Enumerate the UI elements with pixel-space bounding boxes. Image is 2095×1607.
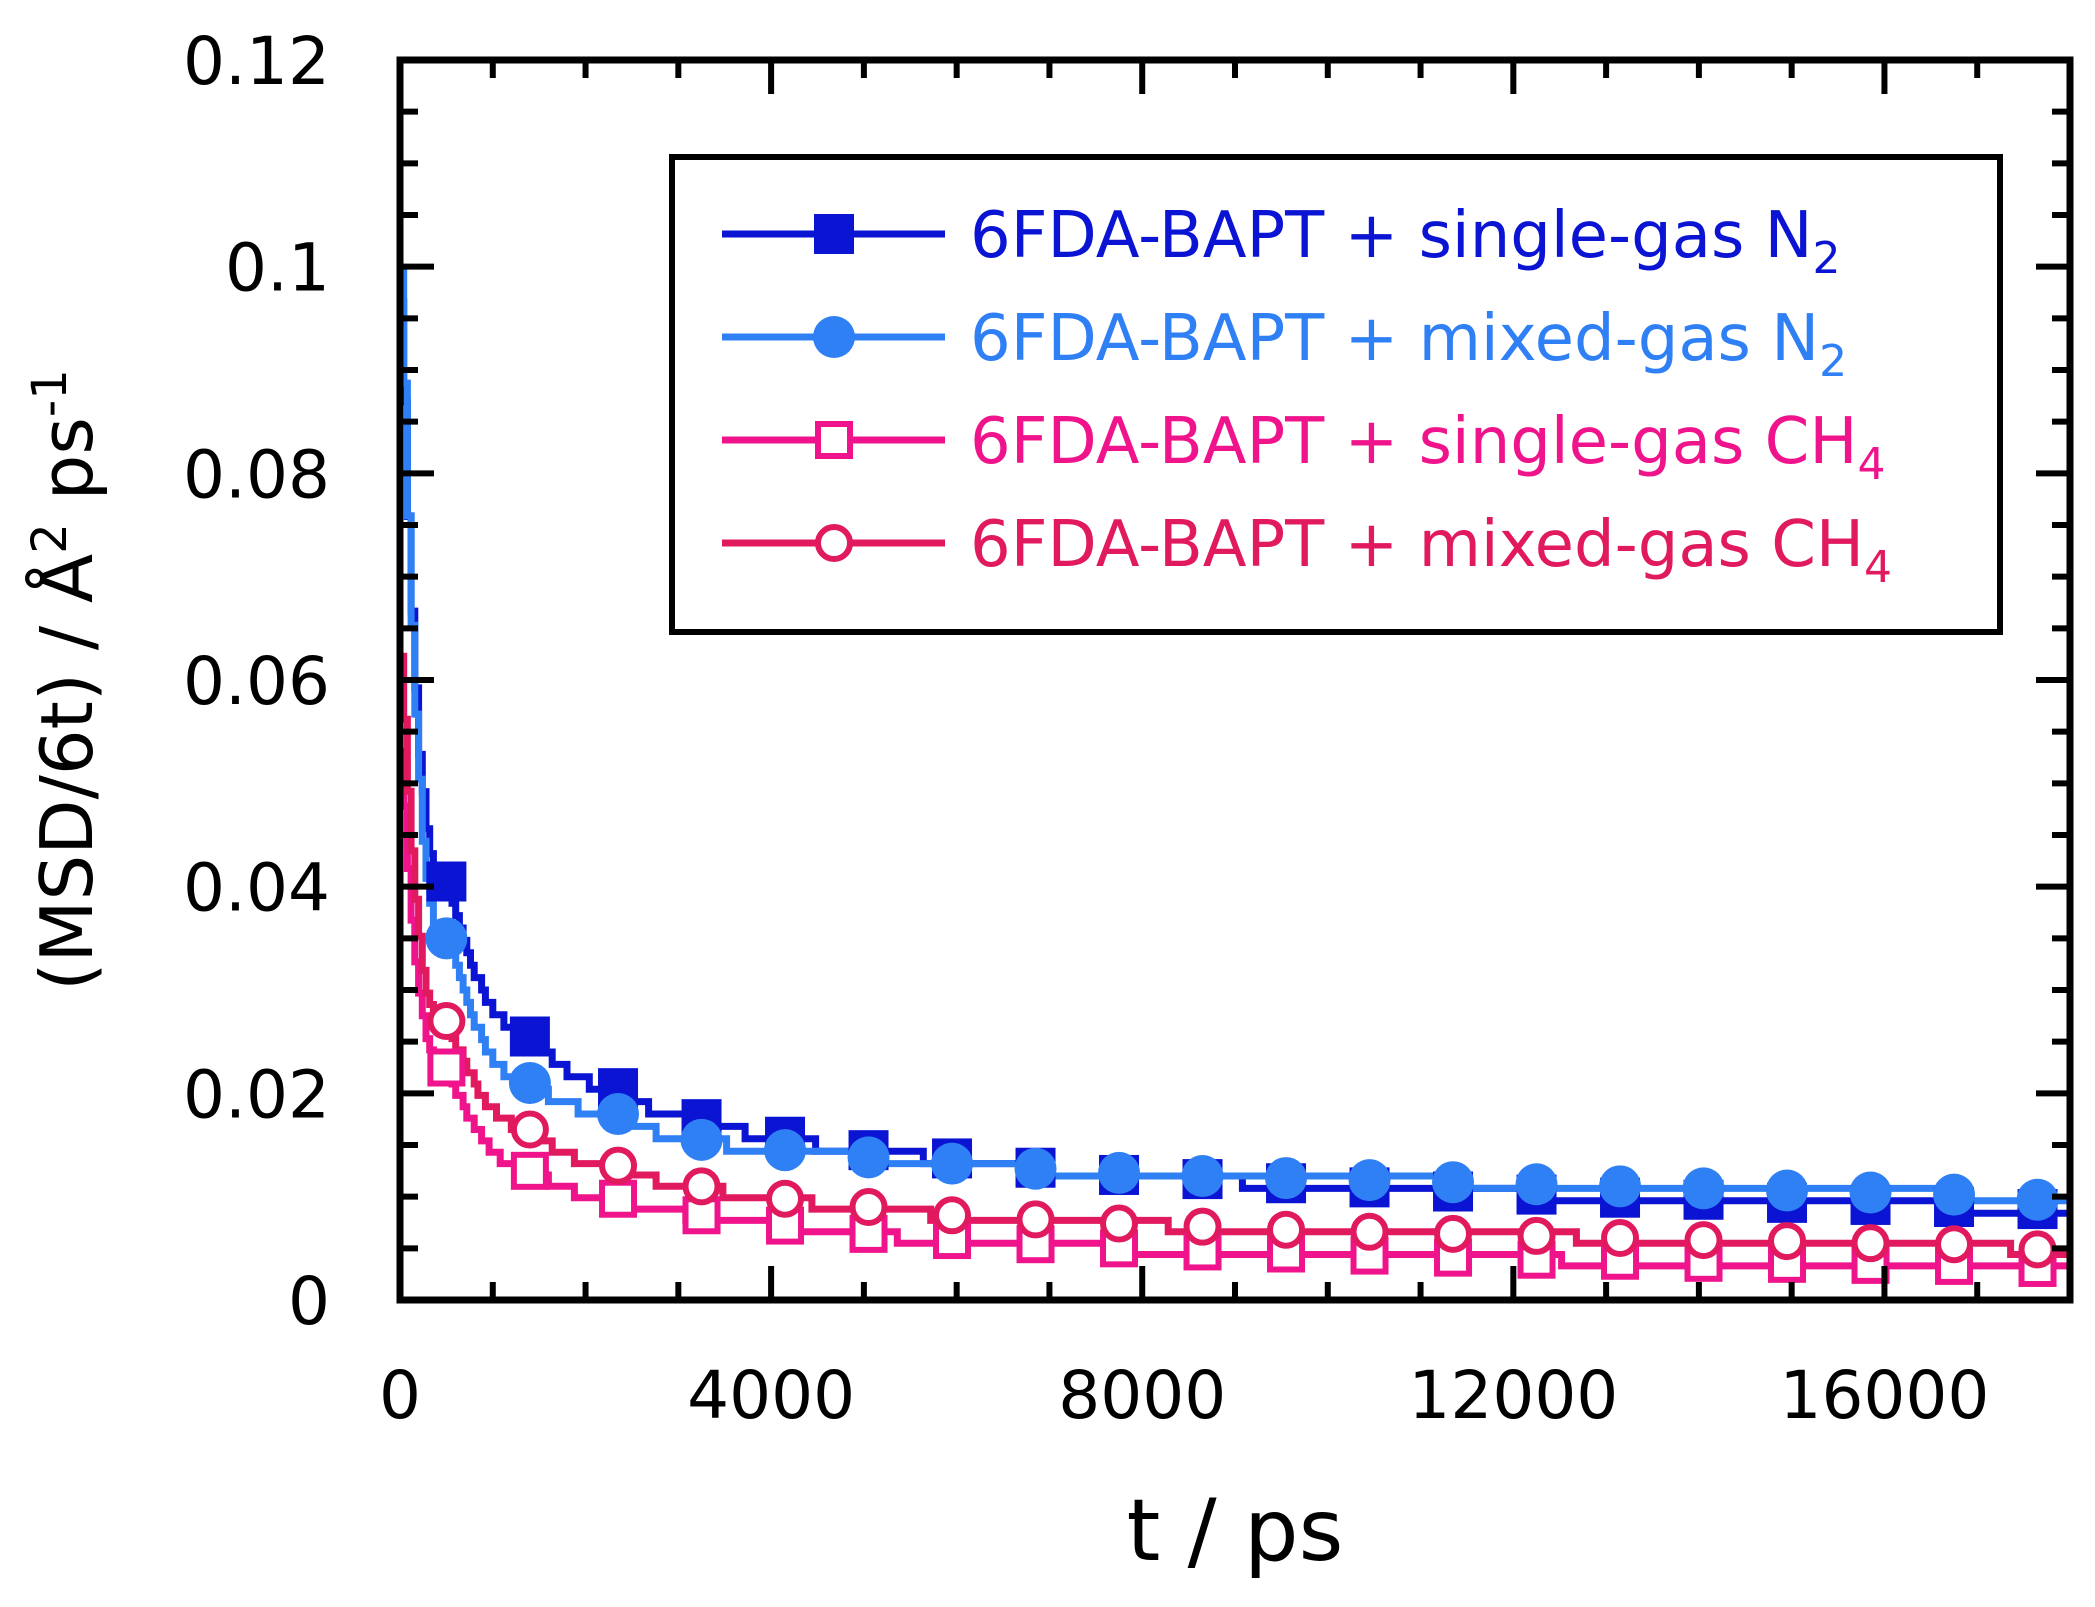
series-4-marker (2018, 1230, 2057, 1269)
series-2-marker (1098, 1151, 1141, 1194)
series-3-marker (510, 1151, 549, 1190)
x-tick-label: 0 (379, 1357, 421, 1434)
series-2-marker (1348, 1159, 1391, 1202)
legend-marker-2 (813, 316, 855, 358)
series-4-marker (1100, 1204, 1139, 1243)
x-axis-label: t / ps (1127, 1481, 1344, 1581)
series-2-marker (425, 917, 468, 960)
series-1-marker (509, 1016, 550, 1057)
legend-label-1: 6FDA-BAPT + single-gas N2 (970, 199, 1841, 284)
series-2-marker (1181, 1155, 1224, 1197)
x-tick-label: 16000 (1779, 1357, 1989, 1434)
y-tick-label: 0.08 (183, 436, 330, 513)
series-2-marker (1515, 1163, 1558, 1206)
series-3-marker (427, 1048, 466, 1087)
legend-label-subscript: 4 (1864, 542, 1892, 593)
series-4-marker (849, 1188, 888, 1226)
series-4-marker (1935, 1225, 1974, 1264)
series-4-marker (1350, 1212, 1389, 1251)
y-tick-label: 0.12 (183, 23, 330, 100)
series-2-marker (1849, 1171, 1892, 1214)
legend-label-3: 6FDA-BAPT + single-gas CH4 (970, 405, 1885, 490)
x-tick-labels: 0 4000 8000 12000 16000 (379, 1357, 1989, 1434)
series-4-marker (510, 1110, 549, 1149)
series-2-marker (1014, 1147, 1057, 1190)
series-4-marker (682, 1167, 721, 1206)
y-tick-labels: 0 0.02 0.04 0.06 0.08 0.1 0.12 (183, 23, 330, 1340)
legend-marker-3 (815, 421, 853, 459)
series-2-marker (1766, 1169, 1809, 1212)
legend-marker-4 (815, 524, 853, 562)
legend-label-text: 6FDA-BAPT + mixed-gas N (970, 302, 1819, 376)
series-4-marker (1016, 1200, 1055, 1239)
legend-label-text: 6FDA-BAPT + mixed-gas CH (970, 508, 1864, 582)
series-2-marker (1265, 1157, 1308, 1200)
series-2-marker (597, 1093, 640, 1135)
series-2-marker (1682, 1167, 1725, 1210)
legend-label-2: 6FDA-BAPT + mixed-gas N2 (970, 302, 1847, 387)
series-3-marker (599, 1179, 638, 1218)
series-4-marker (1768, 1222, 1807, 1261)
series-2-marker (847, 1136, 890, 1179)
series-2-marker (1599, 1165, 1642, 1208)
legend-label-subscript: 2 (1819, 336, 1847, 387)
series-2-marker (508, 1062, 551, 1104)
series-1-marker (426, 861, 467, 902)
series-2-marker (1933, 1173, 1976, 1216)
series-4-marker (1851, 1224, 1890, 1263)
y-tick-label: 0.06 (183, 643, 330, 720)
series-4-marker (1601, 1219, 1640, 1257)
y-axis-label: (MSD/6t) / Å2 ps-1 (22, 369, 109, 991)
y-tick-label: 0 (288, 1263, 330, 1340)
series-2-marker (764, 1129, 807, 1172)
series-4-marker (933, 1196, 972, 1235)
series-markers (425, 861, 2059, 1287)
series-4-marker (1267, 1210, 1306, 1249)
x-tick-label: 4000 (687, 1357, 855, 1434)
plot-frame (396, 56, 2074, 1304)
series-2-marker (1432, 1161, 1475, 1204)
series-4-marker (1517, 1216, 1556, 1255)
legend-label-4: 6FDA-BAPT + mixed-gas CH4 (970, 508, 1892, 593)
series-2-marker (2016, 1178, 2059, 1221)
series-4-marker (599, 1146, 638, 1185)
legend-label-subscript: 4 (1857, 439, 1885, 490)
x-tick-label: 12000 (1408, 1357, 1618, 1434)
series-4-marker (1434, 1214, 1473, 1253)
y-axis-label-unit: ps (25, 417, 109, 523)
y-tick-label: 0.04 (183, 850, 330, 927)
y-axis-label-main: (MSD/6t) / Å (25, 554, 109, 991)
series-2-marker (680, 1118, 723, 1161)
legend-marker-1 (814, 214, 854, 254)
series-4-marker (1684, 1221, 1723, 1260)
series-4-marker (766, 1179, 805, 1218)
y-axis-label-sup-minus1: -1 (22, 369, 78, 417)
legend-label-text: 6FDA-BAPT + single-gas CH (970, 405, 1857, 479)
series-2-marker (931, 1142, 974, 1185)
y-tick-label: 0.02 (183, 1056, 330, 1133)
legend-label-subscript: 2 (1813, 233, 1841, 284)
x-tick-label: 8000 (1058, 1357, 1226, 1434)
y-axis-label-sup2: 2 (22, 523, 78, 554)
legend-label-text: 6FDA-BAPT + single-gas N (970, 199, 1813, 273)
y-tick-label: 0.1 (225, 230, 330, 307)
series-4-marker (427, 1002, 466, 1040)
series-4-marker (1183, 1207, 1222, 1246)
